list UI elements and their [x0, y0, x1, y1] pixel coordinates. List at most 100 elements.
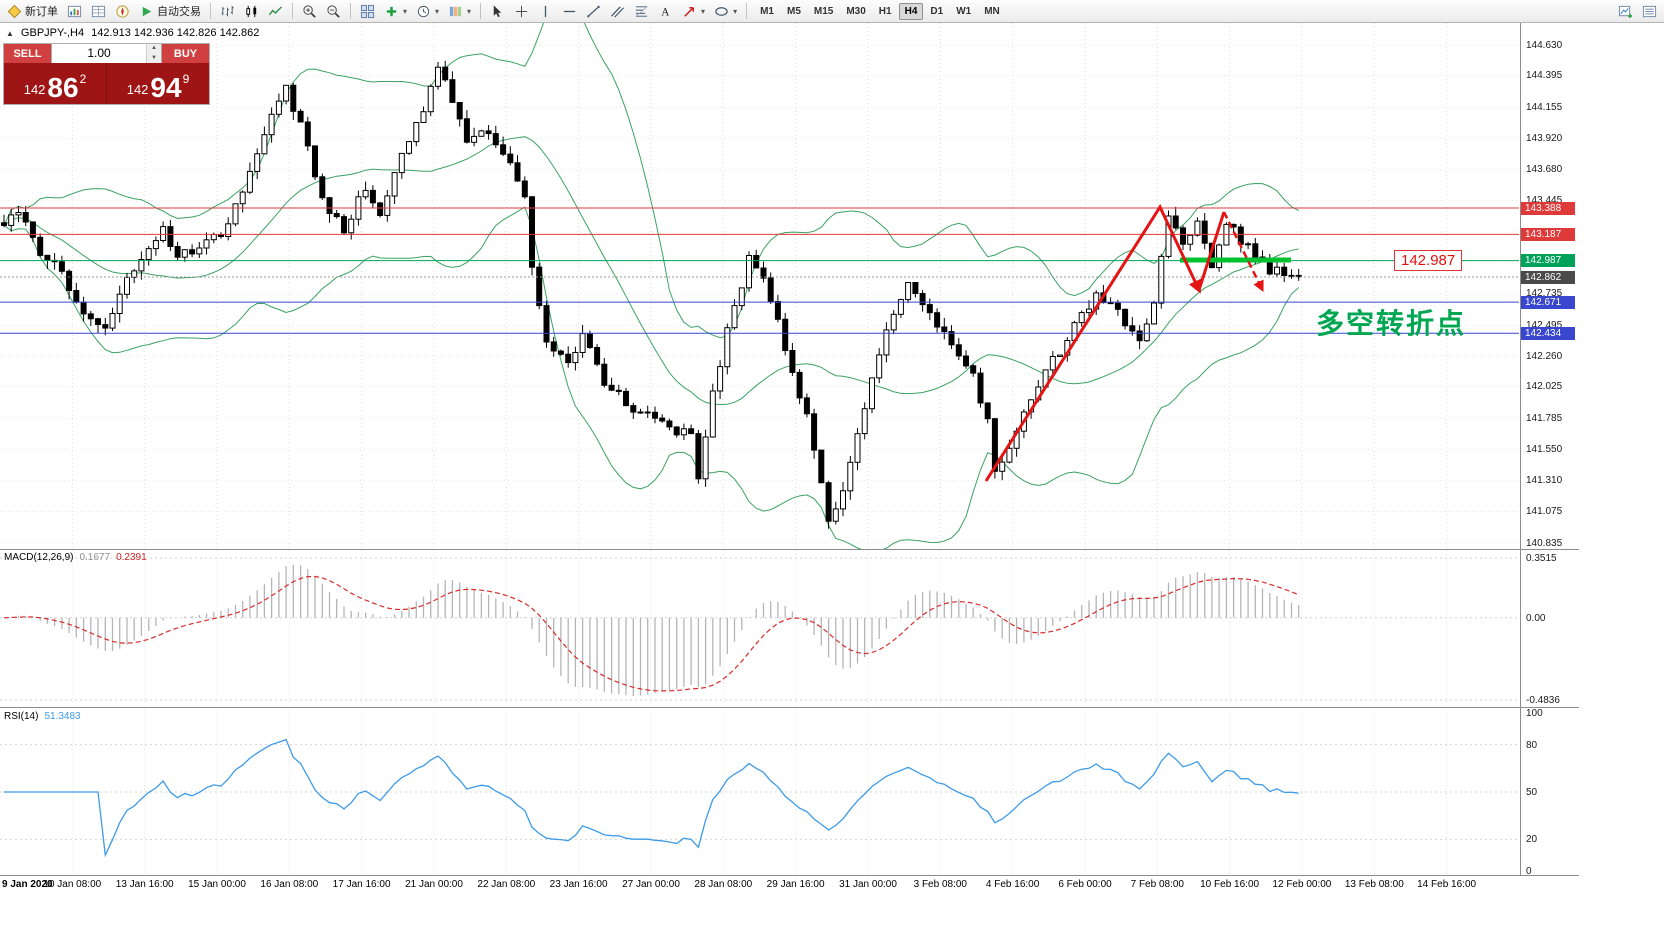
sell-button[interactable]: SELL — [4, 44, 51, 63]
volume-field[interactable]: 1.00 ▲ ▼ — [51, 44, 162, 63]
price-tick: 143.445 — [1526, 195, 1563, 206]
equidistant-channel-button[interactable] — [606, 1, 629, 21]
time-label: 4 Feb 16:00 — [985, 879, 1040, 890]
macd-scale-label: 0.3515 — [1526, 553, 1557, 564]
price-tick: 142.025 — [1526, 381, 1563, 393]
templates-icon — [448, 4, 463, 19]
tab-timeframe-h1[interactable]: H1 — [873, 3, 898, 20]
price-tick: 142.495 — [1526, 319, 1563, 331]
periods-button[interactable]: ▾ — [412, 1, 443, 21]
volume-up-button[interactable]: ▲ — [147, 44, 161, 54]
arrows-tool-button[interactable]: ▾ — [678, 1, 709, 21]
zoom-in-button[interactable] — [298, 1, 321, 21]
price-axis-separator — [1520, 23, 1521, 875]
timeframe-toolbar: M1 M5 M15 M30 H1 H4 D1 W1 MN — [754, 2, 1006, 20]
grid-layer — [0, 550, 1519, 706]
price-tick: 141.785 — [1526, 412, 1563, 424]
main-chart[interactable] — [0, 23, 1520, 549]
panel-separator — [0, 875, 1579, 876]
buy-price-display[interactable]: 142 94 9 — [107, 63, 209, 104]
shapes-tool-button[interactable]: ▾ — [710, 1, 741, 21]
crosshair-button[interactable] — [510, 1, 533, 21]
bar-chart-icon — [220, 4, 235, 19]
toolbar-separator — [480, 3, 482, 19]
auto-trading-button[interactable]: 自动交易 — [135, 1, 205, 21]
time-label: 3 Feb 08:00 — [913, 879, 967, 890]
new-chart-button[interactable] — [1614, 1, 1637, 21]
buy-button[interactable]: BUY — [162, 44, 209, 63]
rsi-scale-label: 80 — [1526, 739, 1538, 751]
bar-chart-button[interactable] — [216, 1, 239, 21]
tab-timeframe-w1[interactable]: W1 — [950, 3, 977, 20]
time-label: 7 Feb 08:00 — [1130, 879, 1184, 890]
chart-ohlc-values: 142.913 142.936 142.826 142.862 — [91, 27, 260, 39]
dropdown-caret: ▾ — [403, 6, 408, 16]
time-label: 10 Feb 16:00 — [1200, 879, 1260, 890]
chart-list-button[interactable] — [1638, 1, 1661, 21]
price-tag: 142.862 — [1521, 270, 1575, 284]
price-tag: 143.187 — [1521, 227, 1575, 241]
tab-timeframe-h4[interactable]: H4 — [898, 2, 924, 20]
price-tick: 144.630 — [1526, 39, 1563, 51]
cursor-button[interactable] — [486, 1, 509, 21]
add-indicator-button[interactable]: ▾ — [380, 1, 411, 21]
price-tag: 143.388 — [1521, 201, 1575, 215]
bollinger-bands-layer — [3, 23, 1300, 549]
tab-timeframe-mn[interactable]: MN — [978, 3, 1006, 20]
tile-windows-icon — [360, 4, 375, 19]
price-tick: 142.735 — [1526, 288, 1563, 300]
tab-timeframe-d1[interactable]: D1 — [924, 3, 949, 20]
sell-price-display[interactable]: 142 86 2 — [4, 63, 106, 104]
rsi-scale-label: 100 — [1526, 708, 1543, 719]
volume-down-button[interactable]: ▼ — [147, 53, 161, 63]
time-label: 13 Feb 08:00 — [1344, 879, 1404, 890]
new-chart-icon — [1618, 4, 1633, 19]
buy-price-prefix: 142 — [126, 82, 149, 97]
zoom-out-button[interactable] — [322, 1, 345, 21]
tab-timeframe-m30[interactable]: M30 — [840, 3, 871, 20]
market-watch-button[interactable] — [63, 1, 86, 21]
text-tool-button[interactable]: A — [654, 1, 677, 21]
panel-separator[interactable] — [0, 549, 1579, 550]
fibonacci-icon — [634, 4, 649, 19]
new-order-button[interactable]: 新订单 — [3, 1, 62, 21]
tab-timeframe-m5[interactable]: M5 — [781, 3, 807, 20]
panel-separator[interactable] — [0, 707, 1579, 708]
line-chart-button[interactable] — [264, 1, 287, 21]
toolbar-separator — [210, 3, 211, 19]
toolbar-separator — [350, 3, 351, 19]
volume-value[interactable]: 1.00 — [87, 46, 111, 60]
vertical-line-button[interactable] — [534, 1, 557, 21]
periods-icon — [416, 4, 431, 19]
one-click-panel-toggle[interactable]: ▲ — [6, 28, 14, 38]
arrow-tool-icon — [682, 4, 697, 19]
trendline-button[interactable] — [582, 1, 605, 21]
turning-point-annotation: 多空转折点 — [1316, 308, 1467, 339]
price-axis[interactable]: 0.3515 0.00 -0.4836 144.630 144.395 144.15… — [1521, 23, 1662, 897]
fibonacci-button[interactable] — [630, 1, 653, 21]
equidistant-channel-icon — [610, 4, 625, 19]
chart-symbol-timeframe: GBPJPY-,H4 — [20, 27, 85, 39]
svg-text:A: A — [661, 6, 670, 18]
candlestick-chart-button[interactable] — [240, 1, 263, 21]
navigator-button[interactable] — [111, 1, 134, 21]
tab-timeframe-m15[interactable]: M15 — [808, 3, 839, 20]
price-tag: 142.434 — [1521, 326, 1575, 340]
data-window-button[interactable] — [87, 1, 110, 21]
dropdown-caret: ▾ — [733, 6, 738, 16]
rsi-line-layer — [4, 738, 1299, 858]
macd-value-signal: 0.2391 — [116, 552, 147, 563]
rsi-scale-label: 0 — [1526, 866, 1532, 877]
rsi-panel[interactable] — [0, 709, 1520, 875]
dropdown-caret: ▾ — [467, 6, 472, 16]
time-axis[interactable]: 9 Jan 2020 10 Jan 08:00 13 Jan 16:00 15 Jan… — [0, 877, 1520, 896]
toolbar-separator — [292, 3, 293, 19]
macd-panel[interactable] — [0, 550, 1520, 706]
templates-button[interactable]: ▾ — [444, 1, 475, 21]
time-label: 31 Jan 00:00 — [839, 879, 897, 890]
horizontal-line-button[interactable] — [558, 1, 581, 21]
tile-windows-button[interactable] — [356, 1, 379, 21]
macd-signal-layer — [3, 575, 1299, 692]
grid-layer — [0, 23, 1519, 549]
tab-timeframe-m1[interactable]: M1 — [754, 3, 780, 20]
